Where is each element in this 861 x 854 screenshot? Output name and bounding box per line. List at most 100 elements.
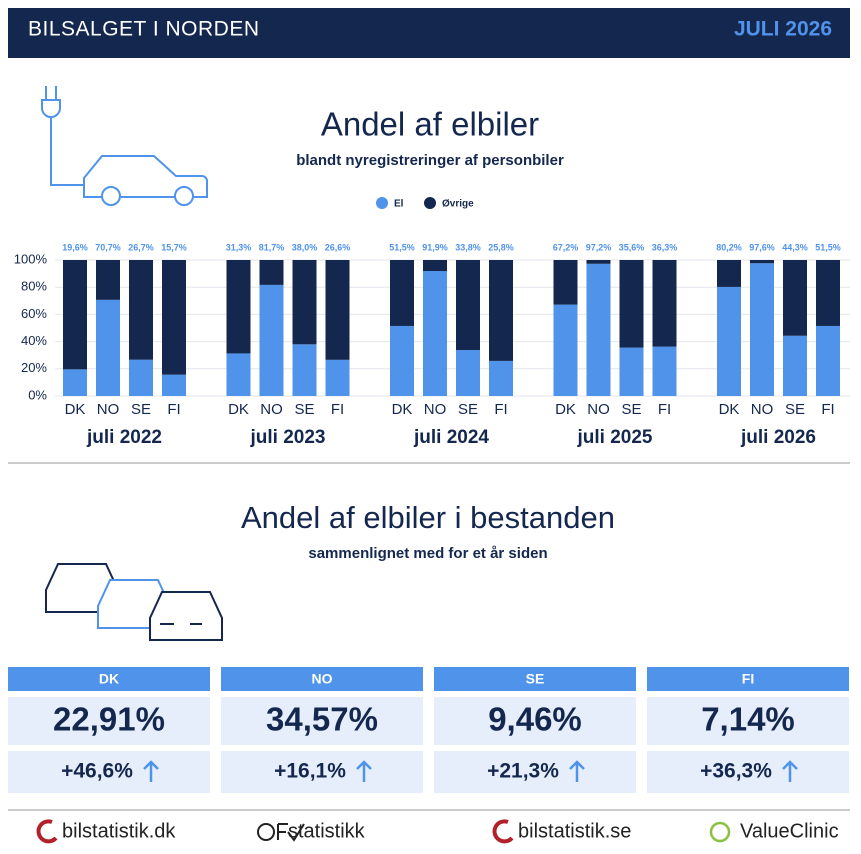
bar-segment — [162, 260, 186, 375]
bar-segment — [63, 369, 87, 396]
card-share: 9,46% — [488, 701, 582, 738]
legend-swatch — [376, 197, 388, 209]
ofv-logo — [257, 823, 305, 842]
bar-segment — [816, 325, 840, 396]
x-tick-label: NO — [751, 401, 774, 418]
header-bar — [8, 8, 850, 58]
footer-logo: statistikk — [288, 820, 366, 842]
card-header — [434, 667, 636, 691]
card-share: 22,91% — [53, 701, 165, 738]
bar-segment — [717, 260, 741, 287]
card-header — [8, 667, 210, 691]
logo-icon — [492, 819, 514, 844]
x-tick-label: DK — [65, 401, 86, 418]
card-change: +46,6% — [61, 760, 133, 783]
bar-segment — [390, 260, 414, 326]
group-label: juli 2022 — [86, 427, 162, 448]
card-share: 34,57% — [266, 701, 378, 738]
bar-segment — [96, 299, 120, 396]
x-tick-label: SE — [294, 401, 314, 418]
card-header — [647, 667, 849, 691]
value-label: 91,9% — [422, 242, 448, 252]
value-label: 33,8% — [455, 242, 481, 252]
bar-segment — [456, 260, 480, 351]
y-tick-label: 40% — [21, 333, 47, 348]
bar-segment — [619, 260, 644, 348]
y-tick-label: 80% — [21, 279, 47, 294]
x-tick-label: NO — [260, 401, 283, 418]
y-tick-label: 60% — [21, 306, 47, 321]
chart-subtitle: blandt nyregistreringer af personbiler — [296, 152, 564, 169]
value-label: 19,6% — [62, 242, 88, 252]
value-label: 38,0% — [292, 242, 318, 252]
bar-segment — [63, 260, 87, 370]
bar-segment — [162, 374, 186, 396]
bar-segment — [553, 304, 578, 396]
stock-title: Andel af elbiler i bestanden — [241, 500, 615, 535]
card-change-bg — [434, 751, 636, 793]
bar-segment — [750, 260, 774, 264]
card-value-bg — [434, 697, 636, 745]
group-label: juli 2026 — [740, 427, 816, 448]
footer-logo: bilstatistik.se — [518, 820, 631, 842]
y-tick-label: 100% — [14, 251, 48, 266]
x-tick-label: DK — [392, 401, 413, 418]
value-label: 44,3% — [782, 242, 808, 252]
bar-segment — [553, 260, 578, 305]
card-value-bg — [647, 697, 849, 745]
value-label: 26,7% — [128, 242, 154, 252]
x-tick-label: DK — [719, 401, 740, 418]
card-change-bg — [647, 751, 849, 793]
up-arrow — [143, 760, 159, 782]
bar-segment — [652, 260, 677, 347]
x-tick-label: FI — [167, 401, 180, 418]
x-tick-label: SE — [621, 401, 641, 418]
header-date: JULI 2026 — [734, 18, 832, 41]
card-change: +16,1% — [274, 760, 346, 783]
logo-icon — [36, 819, 58, 844]
bar-segment — [489, 260, 513, 361]
bar-segment — [129, 359, 153, 396]
bar-segment — [586, 260, 611, 264]
value-label: 97,6% — [749, 242, 775, 252]
value-label: 70,7% — [95, 242, 121, 252]
card-header — [221, 667, 423, 691]
x-tick-label: FI — [658, 401, 671, 418]
bar-segment — [259, 260, 284, 285]
x-tick-label: DK — [555, 401, 576, 418]
legend-label: El — [394, 199, 404, 210]
card-share: 7,14% — [701, 701, 795, 738]
up-arrow — [356, 760, 372, 782]
y-tick-label: 0% — [28, 387, 47, 402]
x-tick-label: SE — [785, 401, 805, 418]
bar-segment — [456, 350, 480, 396]
card-value-bg — [8, 697, 210, 745]
bar-segment — [292, 260, 317, 345]
stock-subtitle: sammenlignet med for et år siden — [308, 545, 547, 562]
x-tick-label: NO — [424, 401, 447, 418]
bar-segment — [96, 260, 120, 300]
x-tick-label: FI — [494, 401, 507, 418]
group-label: juli 2023 — [250, 427, 326, 448]
value-label: 81,7% — [259, 242, 285, 252]
value-label: 31,3% — [226, 242, 252, 252]
bar-segment — [816, 260, 840, 326]
card-country: NO — [312, 671, 333, 687]
bar-segment — [325, 359, 350, 396]
bar-segment — [423, 260, 447, 272]
card-change-bg — [8, 751, 210, 793]
card-change: +36,3% — [700, 760, 772, 783]
y-tick-label: 20% — [21, 360, 47, 375]
bar-segment — [226, 353, 251, 396]
up-arrow — [782, 760, 798, 782]
group-label: juli 2024 — [413, 427, 489, 448]
card-value-bg — [221, 697, 423, 745]
value-label: 25,8% — [488, 242, 514, 252]
card-country: SE — [526, 671, 545, 687]
x-tick-label: FI — [821, 401, 834, 418]
bar-segment — [390, 325, 414, 396]
bar-segment — [619, 347, 644, 396]
card-change: +21,3% — [487, 760, 559, 783]
bar-segment — [423, 271, 447, 396]
